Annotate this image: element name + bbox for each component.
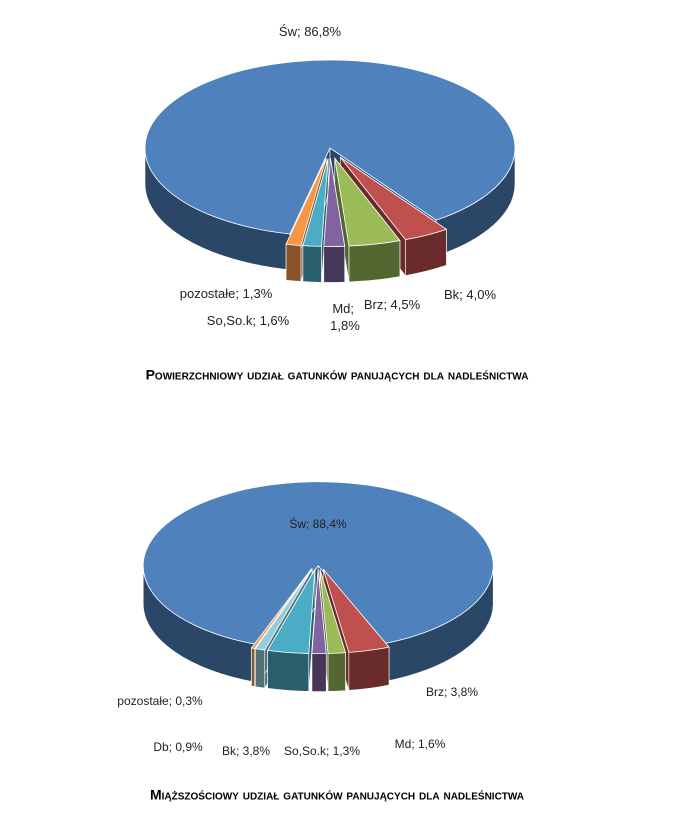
label-value: 4,0%	[466, 287, 496, 302]
label-category: Brz	[364, 297, 384, 312]
data-label: Św; 88,4%	[289, 516, 347, 531]
label-value: 4,5%	[391, 297, 421, 312]
label-category: Md	[395, 737, 412, 751]
slice	[142, 481, 494, 646]
label-separator: ;	[383, 297, 390, 312]
slice	[250, 568, 312, 649]
label-category: Św	[289, 516, 306, 531]
label-value: 1,8%	[330, 318, 360, 333]
data-label: Bk; 3,8%	[222, 744, 270, 758]
slice	[323, 158, 346, 247]
data-label: Brz; 3,8%	[426, 685, 478, 699]
label-category: Bk	[222, 744, 237, 758]
data-label: pozostałe; 0,3%	[117, 694, 203, 708]
data-label: pozostałe; 1,3%	[180, 286, 273, 301]
label-separator: ;	[459, 287, 466, 302]
label-value: 0,3%	[175, 694, 203, 708]
data-label: Bk; 4,0%	[444, 287, 496, 302]
label-category: Md	[332, 301, 350, 316]
label-separator: ;	[411, 737, 418, 751]
slice-side	[302, 245, 322, 283]
label-separator: ;	[444, 685, 451, 699]
chart-title: Miąższościowy udział gatunków panujących…	[150, 787, 524, 803]
slice-side	[311, 653, 327, 692]
data-label: So,So.k; 1,3%	[284, 744, 360, 758]
slice-side	[251, 647, 255, 687]
slice-side	[323, 245, 346, 283]
slice	[285, 158, 327, 246]
label-category: Św	[279, 24, 298, 39]
slice	[266, 569, 316, 654]
slice	[319, 569, 347, 654]
label-separator: ;	[169, 740, 176, 754]
label-separator: ;	[236, 744, 243, 758]
pie-chart: Św; 88,4% Brz; 3,8% Md; 1,6% So,So.k; 1,3% B…	[117, 481, 524, 803]
data-label: Św; 86,8%	[279, 24, 342, 39]
data-label: Db; 0,9%	[153, 740, 203, 754]
slice	[144, 59, 516, 235]
slice	[334, 156, 401, 247]
label-value: 1,3%	[243, 286, 273, 301]
label-value: 3,8%	[451, 685, 479, 699]
data-label: Brz; 4,5%	[364, 297, 421, 312]
label-category: So,So.k	[284, 744, 327, 758]
slice	[302, 158, 329, 247]
slice-side	[267, 650, 310, 692]
slice	[311, 569, 327, 654]
slice	[254, 568, 313, 651]
chart-title: Powierzchniowy udział gatunków panującyc…	[146, 367, 529, 383]
label-category: Bk	[444, 287, 460, 302]
label-value: 1,6%	[418, 737, 446, 751]
slice-side	[255, 648, 266, 689]
label-separator: ;	[306, 517, 313, 531]
label-category: pozostałe	[180, 286, 236, 301]
label-value: 1,6%	[260, 313, 290, 328]
slice-side	[348, 646, 390, 691]
data-label: Md; 1,8%	[330, 301, 360, 333]
label-value: 1,3%	[333, 744, 361, 758]
label-value: 86,8%	[304, 24, 341, 39]
label-value: 3,8%	[243, 744, 271, 758]
data-label: So,So.k; 1,6%	[207, 313, 290, 328]
label-category: So,So.k	[207, 313, 253, 328]
slice	[322, 569, 390, 653]
label-separator: ;	[252, 313, 259, 328]
label-separator: ;	[350, 301, 357, 316]
slice-side	[285, 243, 302, 282]
label-separator: ;	[297, 24, 304, 39]
slice-side	[327, 652, 346, 692]
data-label: Md; 1,6%	[395, 737, 446, 751]
slice	[339, 156, 448, 241]
label-category: pozostałe	[117, 694, 169, 708]
label-separator: ;	[235, 286, 242, 301]
pie-chart: Św; 86,8% Bk; 4,0% Brz; 4,5% Md; 1,8% So,So.…	[144, 24, 529, 383]
label-category: Db	[153, 740, 169, 754]
label-separator: ;	[326, 744, 333, 758]
slice-side	[348, 240, 401, 283]
label-value: 88,4%	[313, 517, 347, 531]
label-value: 0,9%	[175, 740, 203, 754]
label-category: Brz	[426, 685, 444, 699]
label-separator: ;	[169, 694, 176, 708]
